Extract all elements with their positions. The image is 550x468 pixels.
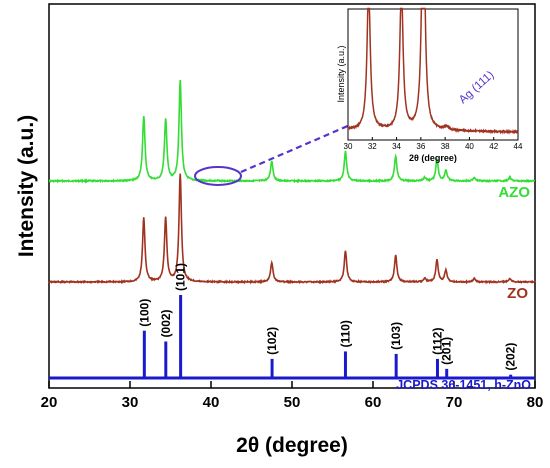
inset-plot: 30 32 34 36 38 40 42 44 2θ (degree) Intensity (… bbox=[336, 7, 523, 163]
reference-hkl-label: (101) bbox=[174, 263, 188, 291]
reference-hkl-label: (102) bbox=[265, 327, 279, 355]
inset-y-axis-title: Intensity (a.u.) bbox=[336, 45, 346, 102]
series-line-zo bbox=[48, 173, 536, 285]
x-axis-title: 2θ (degree) bbox=[236, 434, 348, 457]
inset-x-tick-label: 36 bbox=[416, 142, 425, 151]
reference-hkl-label: (002) bbox=[159, 309, 173, 337]
series-line-azo bbox=[48, 80, 536, 184]
inset-x-tick-label: 38 bbox=[441, 142, 450, 151]
x-axis-ticks: 20 30 40 50 60 70 80 bbox=[41, 381, 544, 411]
reference-lines-group: (100) (002) (101) (102) (110) (103) (112)(201)… bbox=[49, 263, 535, 380]
highlight-ellipse bbox=[194, 166, 242, 186]
x-tick-label: 20 bbox=[41, 394, 58, 411]
series-label-zo: ZO bbox=[507, 285, 528, 302]
reference-hkl-label: (110) bbox=[338, 320, 352, 347]
reference-hkl-label: (202) bbox=[504, 343, 518, 371]
x-tick-label: 80 bbox=[527, 394, 544, 411]
reference-hkl-label: (100) bbox=[137, 299, 151, 327]
inset-x-tick-label: 40 bbox=[465, 142, 474, 151]
reference-hkl-label: (103) bbox=[389, 322, 403, 350]
series-label-azo: AZO bbox=[498, 184, 530, 201]
x-tick-label: 40 bbox=[203, 394, 220, 411]
inset-x-axis-title: 2θ (degree) bbox=[409, 153, 457, 163]
x-tick-label: 70 bbox=[446, 394, 463, 411]
x-tick-label: 60 bbox=[365, 394, 382, 411]
reference-hkl-label: (201) bbox=[440, 337, 454, 365]
inset-series-line bbox=[347, 7, 519, 135]
reference-label: JCPDS 36-1451, h-ZnO bbox=[396, 378, 531, 392]
inset-x-tick-label: 44 bbox=[514, 142, 523, 151]
main-series-group bbox=[48, 80, 536, 285]
y-axis-title: Intensity (a.u.) bbox=[15, 115, 38, 257]
x-tick-label: 50 bbox=[284, 394, 301, 411]
inset-x-ticks: 30 32 34 36 38 40 42 44 bbox=[344, 137, 523, 151]
inset-x-tick-label: 42 bbox=[489, 142, 498, 151]
inset-x-tick-label: 30 bbox=[344, 142, 353, 151]
reference-hkl-label: (112) bbox=[430, 328, 444, 355]
inset-x-tick-label: 32 bbox=[368, 142, 377, 151]
inset-series-group bbox=[347, 7, 519, 135]
inset-x-tick-label: 34 bbox=[392, 142, 401, 151]
x-tick-label: 30 bbox=[122, 394, 139, 411]
